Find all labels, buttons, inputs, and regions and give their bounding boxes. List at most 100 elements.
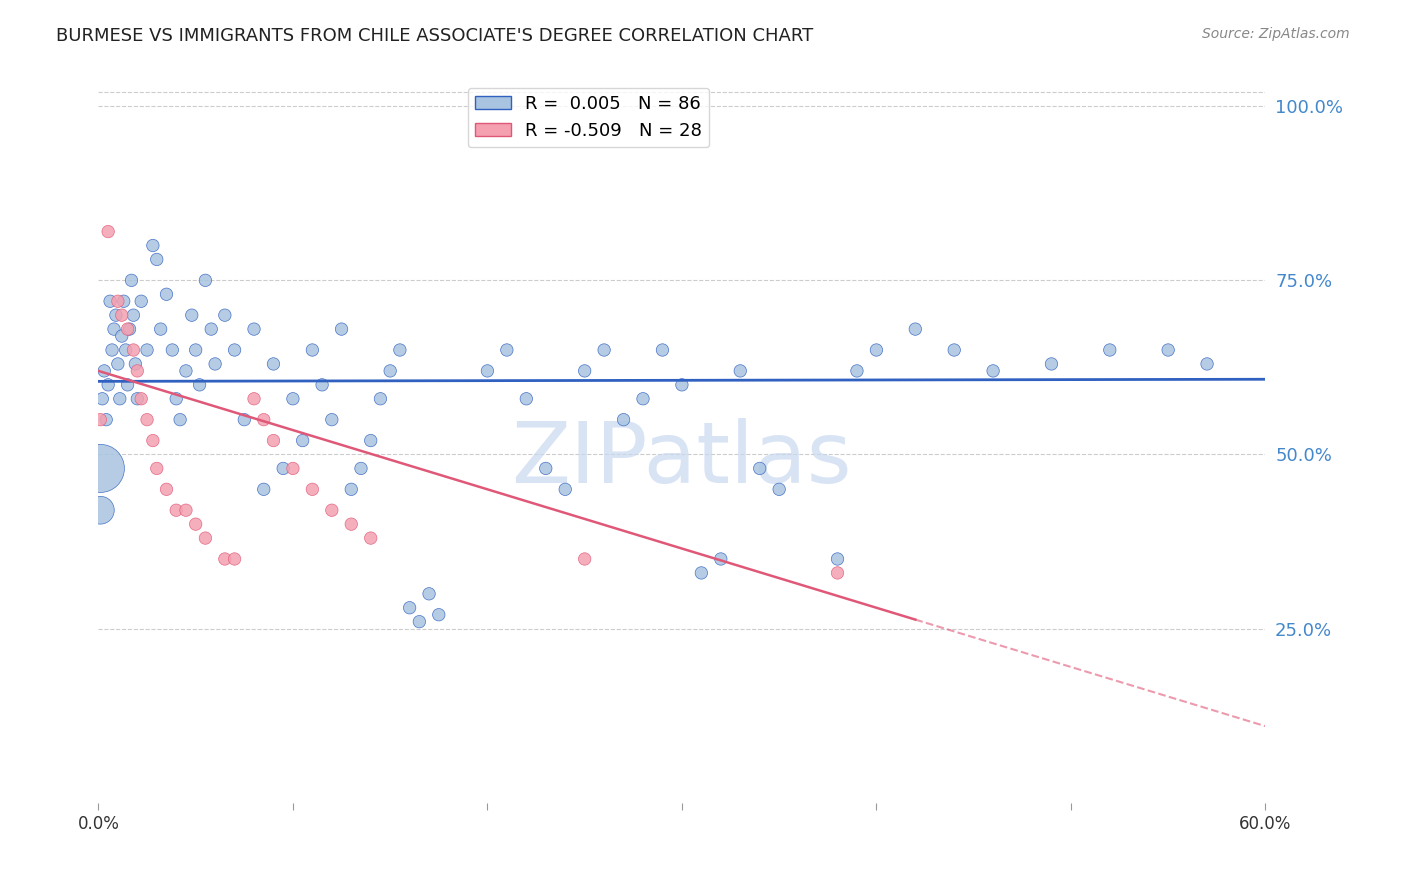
Point bbox=[943, 343, 966, 357]
Point bbox=[574, 552, 596, 566]
Point bbox=[107, 357, 129, 371]
Point bbox=[408, 615, 430, 629]
Point bbox=[340, 483, 363, 497]
Point bbox=[101, 343, 124, 357]
Text: Source: ZipAtlas.com: Source: ZipAtlas.com bbox=[1202, 27, 1350, 41]
Point bbox=[904, 322, 927, 336]
Point bbox=[748, 461, 770, 475]
Point bbox=[118, 322, 141, 336]
Point bbox=[89, 461, 111, 475]
Point bbox=[89, 503, 111, 517]
Point bbox=[360, 434, 382, 448]
Point bbox=[146, 252, 169, 267]
Point bbox=[262, 357, 284, 371]
Point bbox=[388, 343, 411, 357]
Point bbox=[111, 329, 134, 343]
Point bbox=[129, 392, 152, 406]
Point bbox=[243, 392, 266, 406]
Point bbox=[380, 364, 402, 378]
Point bbox=[243, 322, 266, 336]
Point bbox=[981, 364, 1004, 378]
Point bbox=[1098, 343, 1121, 357]
Point bbox=[321, 503, 343, 517]
Point bbox=[142, 434, 165, 448]
Point bbox=[96, 412, 118, 426]
Point bbox=[155, 483, 177, 497]
Point bbox=[233, 412, 256, 426]
Point bbox=[710, 552, 733, 566]
Point bbox=[184, 517, 207, 532]
Point bbox=[846, 364, 869, 378]
Point bbox=[174, 503, 197, 517]
Point bbox=[418, 587, 440, 601]
Point bbox=[730, 364, 752, 378]
Point bbox=[165, 503, 187, 517]
Point bbox=[253, 412, 276, 426]
Legend: R =  0.005   N = 86, R = -0.509   N = 28: R = 0.005 N = 86, R = -0.509 N = 28 bbox=[468, 87, 710, 147]
Point bbox=[136, 343, 159, 357]
Point bbox=[534, 461, 557, 475]
Point bbox=[184, 343, 207, 357]
Point bbox=[321, 412, 343, 426]
Point bbox=[103, 322, 125, 336]
Point bbox=[98, 294, 121, 309]
Point bbox=[114, 343, 136, 357]
Point bbox=[593, 343, 616, 357]
Point bbox=[253, 483, 276, 497]
Point bbox=[865, 343, 887, 357]
Point bbox=[224, 552, 246, 566]
Point bbox=[117, 377, 139, 392]
Point bbox=[200, 322, 222, 336]
Point bbox=[613, 412, 636, 426]
Point bbox=[574, 364, 596, 378]
Point bbox=[127, 392, 149, 406]
Point bbox=[104, 308, 127, 322]
Point bbox=[155, 287, 177, 301]
Point bbox=[108, 392, 131, 406]
Point bbox=[174, 364, 197, 378]
Point bbox=[671, 377, 693, 392]
Point bbox=[121, 273, 143, 287]
Point bbox=[515, 392, 537, 406]
Point bbox=[97, 377, 120, 392]
Point bbox=[330, 322, 353, 336]
Point bbox=[370, 392, 392, 406]
Point bbox=[360, 531, 382, 545]
Point bbox=[107, 294, 129, 309]
Point bbox=[496, 343, 519, 357]
Point bbox=[188, 377, 211, 392]
Point bbox=[214, 308, 236, 322]
Point bbox=[112, 294, 135, 309]
Point bbox=[224, 343, 246, 357]
Point bbox=[122, 343, 145, 357]
Point bbox=[271, 461, 294, 475]
Point bbox=[204, 357, 226, 371]
Point bbox=[194, 531, 217, 545]
Point bbox=[311, 377, 333, 392]
Point bbox=[89, 412, 111, 426]
Point bbox=[136, 412, 159, 426]
Point bbox=[124, 357, 146, 371]
Text: BURMESE VS IMMIGRANTS FROM CHILE ASSOCIATE'S DEGREE CORRELATION CHART: BURMESE VS IMMIGRANTS FROM CHILE ASSOCIA… bbox=[56, 27, 814, 45]
Point bbox=[214, 552, 236, 566]
Point bbox=[111, 308, 134, 322]
Point bbox=[146, 461, 169, 475]
Point bbox=[651, 343, 673, 357]
Point bbox=[1040, 357, 1063, 371]
Point bbox=[631, 392, 654, 406]
Point bbox=[127, 364, 149, 378]
Point bbox=[690, 566, 713, 580]
Point bbox=[97, 225, 120, 239]
Point bbox=[169, 412, 191, 426]
Point bbox=[194, 273, 217, 287]
Point bbox=[91, 392, 114, 406]
Point bbox=[827, 566, 849, 580]
Point bbox=[281, 392, 304, 406]
Point bbox=[768, 483, 790, 497]
Point bbox=[149, 322, 172, 336]
Point bbox=[122, 308, 145, 322]
Point bbox=[129, 294, 152, 309]
Point bbox=[1157, 343, 1180, 357]
Point bbox=[262, 434, 284, 448]
Point bbox=[477, 364, 499, 378]
